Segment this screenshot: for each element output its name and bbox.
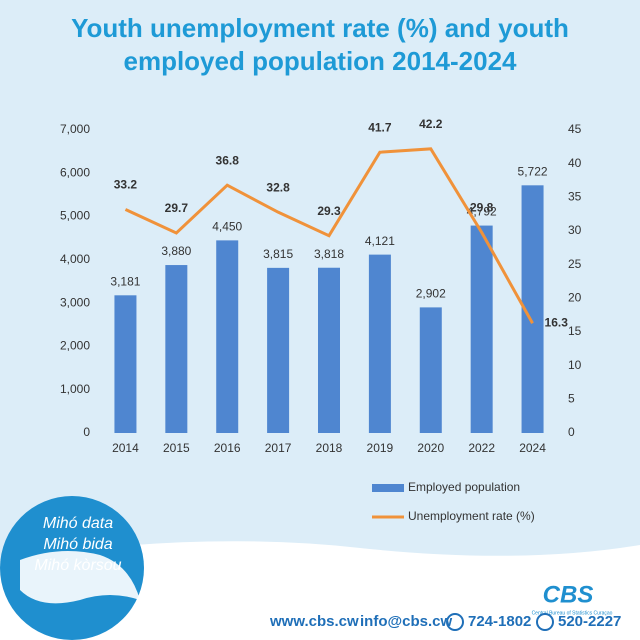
legend-label: Unemployment rate (%)	[408, 509, 535, 523]
line-value-label: 42.2	[419, 117, 443, 131]
y2-tick-label: 35	[568, 190, 582, 204]
line-value-label: 29.3	[317, 204, 341, 218]
bar-value-label: 3,181	[110, 274, 140, 288]
x-tick-label: 2018	[316, 441, 343, 455]
bar-value-label: 4,792	[467, 205, 497, 219]
line-value-label: 33.2	[114, 178, 138, 192]
y-tick-label: 1,000	[60, 382, 90, 396]
line-value-label: 41.7	[368, 120, 392, 134]
y2-tick-label: 20	[568, 291, 582, 305]
bar-value-label: 3,818	[314, 247, 344, 261]
legend-label: Employed population	[408, 480, 520, 494]
slogan: Mihó bida	[43, 536, 112, 553]
bar	[114, 295, 137, 433]
email: info@cbs.cw	[360, 613, 452, 630]
x-tick-label: 2019	[367, 441, 394, 455]
y2-tick-label: 45	[568, 122, 582, 136]
line-value-label: 29.8	[470, 201, 494, 215]
bar	[216, 240, 239, 433]
x-tick-label: 2024	[519, 441, 546, 455]
y-tick-label: 0	[83, 425, 90, 439]
bar	[521, 185, 544, 433]
x-tick-label: 2020	[417, 441, 444, 455]
bar-value-label: 5,722	[518, 164, 548, 178]
y-tick-label: 6,000	[60, 165, 90, 179]
y2-tick-label: 30	[568, 223, 582, 237]
bar-value-label: 4,450	[212, 220, 242, 234]
legend-swatch	[372, 484, 404, 492]
y-tick-label: 2,000	[60, 339, 90, 353]
line-value-label: 16.3	[545, 315, 569, 329]
bar	[267, 267, 290, 433]
phone: 520-2227	[558, 613, 621, 630]
y-tick-label: 4,000	[60, 252, 90, 266]
y-tick-label: 3,000	[60, 295, 90, 309]
bar-value-label: 2,902	[416, 287, 446, 301]
bar	[368, 254, 391, 433]
phone-icon	[536, 613, 554, 631]
island	[20, 551, 140, 604]
x-tick-label: 2017	[265, 441, 292, 455]
website: www.cbs.cw	[269, 613, 359, 630]
x-tick-label: 2014	[112, 441, 139, 455]
y2-tick-label: 0	[568, 425, 575, 439]
y-tick-label: 7,000	[60, 122, 90, 136]
bar-value-label: 3,880	[161, 244, 191, 258]
y2-tick-label: 40	[568, 156, 582, 170]
slogan: Mihó kòrsou	[34, 557, 121, 574]
y-tick-label: 5,000	[60, 209, 90, 223]
line-value-label: 36.8	[216, 153, 240, 167]
chart-title: Youth unemployment rate (%) and youth em…	[71, 13, 569, 76]
x-tick-label: 2022	[468, 441, 495, 455]
x-tick-label: 2015	[163, 441, 190, 455]
logo-sub: Central Bureau of Statistics Curaçao	[532, 610, 613, 616]
bar	[318, 267, 340, 433]
phone-icon	[446, 613, 464, 631]
y2-tick-label: 5	[568, 392, 575, 406]
y2-tick-label: 15	[568, 324, 582, 338]
x-tick-label: 2016	[214, 441, 241, 455]
y2-tick-label: 25	[568, 257, 582, 271]
line-value-label: 29.7	[165, 201, 189, 215]
slogan: Mihó data	[43, 515, 113, 532]
logo: CBS	[543, 581, 594, 608]
bar-value-label: 4,121	[365, 234, 395, 248]
y2-tick-label: 10	[568, 358, 582, 372]
bar	[165, 265, 188, 433]
line-value-label: 32.8	[266, 180, 290, 194]
footer-band	[0, 541, 640, 640]
bar	[419, 307, 442, 433]
bar	[470, 225, 493, 433]
line	[124, 147, 534, 324]
bar-value-label: 3,815	[263, 247, 293, 261]
phone: 724-1802	[468, 613, 531, 630]
